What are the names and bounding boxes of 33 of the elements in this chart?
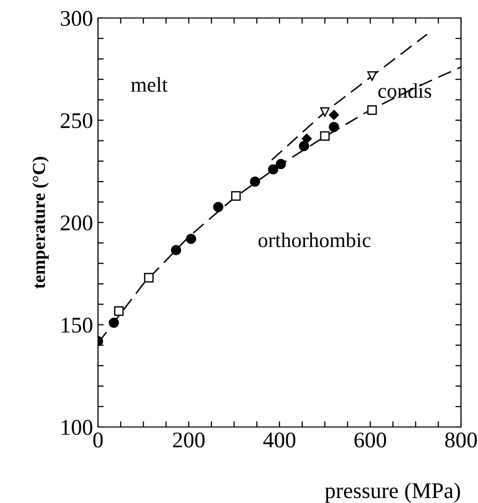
x-tick-label: 200 bbox=[173, 432, 205, 448]
y-axis-title: temperature (°C) bbox=[32, 156, 49, 289]
point bbox=[108, 318, 120, 328]
point bbox=[367, 71, 377, 81]
point bbox=[298, 140, 310, 152]
point bbox=[268, 164, 278, 174]
y-tick-label: 200 bbox=[60, 215, 92, 230]
x-tick-label: 400 bbox=[263, 432, 296, 448]
point bbox=[367, 105, 377, 115]
x-tick-label: 600 bbox=[354, 432, 386, 448]
point bbox=[186, 234, 196, 244]
point bbox=[302, 134, 312, 144]
point bbox=[320, 131, 330, 141]
annotation: condis bbox=[378, 83, 432, 98]
point bbox=[144, 272, 154, 283]
x-axis-title: pressure (MPa) bbox=[324, 482, 460, 503]
y-tick-label: 150 bbox=[62, 318, 92, 333]
y-tick-label: 100 bbox=[62, 420, 92, 435]
point bbox=[250, 176, 260, 187]
point bbox=[231, 191, 241, 201]
point bbox=[114, 306, 124, 316]
y-tick-label: 300 bbox=[60, 10, 92, 26]
point bbox=[328, 122, 340, 132]
annotation: orthorhombic bbox=[258, 232, 370, 248]
point bbox=[213, 202, 224, 212]
point bbox=[328, 110, 339, 120]
point bbox=[276, 158, 286, 170]
annotation: melt bbox=[131, 77, 168, 92]
y-tick-label: 250 bbox=[60, 113, 92, 128]
point bbox=[320, 107, 330, 117]
x-tick-label: 0 bbox=[93, 432, 103, 448]
point bbox=[170, 244, 182, 256]
x-tick-label: 800 bbox=[445, 432, 477, 448]
